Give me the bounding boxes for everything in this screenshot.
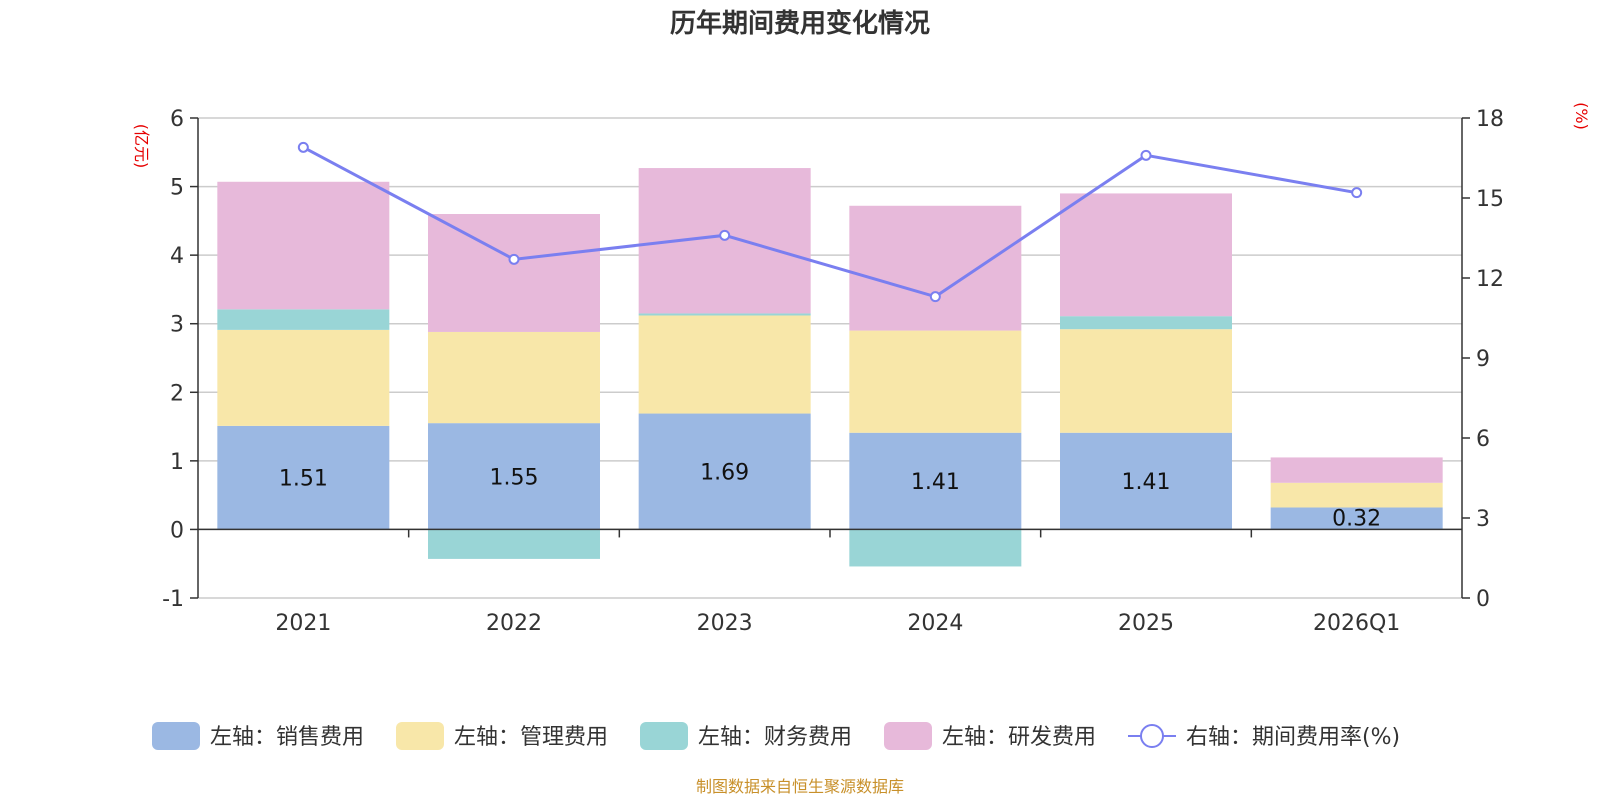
bar-2023-series-1 [638,315,811,414]
bar-2023-series-0 [638,413,811,530]
right-tick-label: 6 [1476,427,1490,452]
bar-2024-series-1 [849,330,1022,433]
right-tick-label: 3 [1476,507,1490,532]
bar-2021-series-0 [217,425,390,530]
left-tick-label: 1 [170,450,184,475]
bar-2021-series-1 [217,329,390,426]
category-label: 2026Q1 [1313,611,1400,636]
rate-point-2023 [719,229,731,241]
bar-2025-series-2 [1060,316,1232,330]
left-tick-label: 5 [170,176,184,201]
bar-2022-series-3 [428,214,600,332]
bar-value-label: 0.32 [1332,506,1381,531]
left-axis-unit: (亿元) [132,124,151,169]
right-tick-label: 9 [1476,347,1490,372]
legend-circle-marker [1140,724,1164,748]
rate-line-path [302,146,1357,299]
category-label: 2023 [697,611,753,636]
bar-2025-series-3 [1060,193,1232,317]
bar-value-label: 1.41 [911,470,960,495]
left-tick-label: 6 [170,107,184,132]
rate-point-2024 [929,291,941,303]
source-footer: 制图数据来自恒生聚源数据库 [696,777,904,796]
chart-title: 历年期间费用变化情况 [670,8,930,39]
bar-2023-series-2 [638,313,811,316]
legend-label-0: 左轴：销售费用 [210,725,364,750]
right-tick-label: 15 [1476,187,1504,212]
bar-2021-series-3 [217,181,390,310]
bar-2024-series-2 [849,529,1022,567]
right-tick-label: 12 [1476,267,1504,292]
rate-point-2026Q1 [1351,187,1363,199]
bar-2022-series-1 [428,331,600,424]
bar-2021-series-2 [217,309,390,330]
category-label: 2025 [1118,611,1174,636]
category-label: 2024 [907,611,963,636]
bar-2026Q1-series-0 [1270,507,1443,530]
legend[interactable]: 左轴：销售费用 左轴：管理费用 左轴：财务费用 左轴：研发费用 右轴：期间费用率(%) [152,722,1400,750]
legend-label-1: 左轴：管理费用 [454,725,608,750]
bar-2026Q1-series-1 [1270,482,1443,508]
bar-2024-series-0 [849,432,1022,530]
rate-point-2022 [508,253,520,265]
legend-swatch-2 [640,722,688,750]
legend-label-3: 左轴：研发费用 [942,725,1096,750]
bar-2025-series-0 [1060,432,1232,530]
rate-point-2025 [1140,149,1152,161]
legend-swatch-0 [152,722,200,750]
bar-2022-series-2 [428,529,600,559]
bars [217,168,1443,567]
legend-label-4: 右轴：期间费用率(%) [1186,725,1400,750]
category-label: 2022 [486,611,542,636]
rate-line [297,141,1363,303]
left-tick-label: 4 [170,244,184,269]
bar-2022-series-0 [428,423,600,530]
rate-point-2021 [297,141,309,153]
bar-value-label: 1.51 [279,467,328,492]
data-labels: 1.51 1.55 1.69 1.41 1.41 0.32 [279,460,1381,531]
left-tick-label: -1 [162,587,184,612]
left-tick-label: 0 [170,518,184,543]
left-tick-label: 3 [170,313,184,338]
legend-swatch-3 [884,722,932,750]
bar-2026Q1-series-3 [1270,457,1443,483]
right-axis-unit: (%) [1572,102,1591,130]
category-label: 2021 [275,611,331,636]
left-tick-label: 2 [170,381,184,406]
bar-2025-series-1 [1060,329,1232,433]
right-tick-label: 18 [1476,107,1504,132]
right-tick-label: 0 [1476,587,1490,612]
legend-label-2: 左轴：财务费用 [698,725,852,750]
bar-2024-series-3 [849,205,1022,331]
legend-swatch-1 [396,722,444,750]
bar-value-label: 1.69 [700,460,749,485]
bar-value-label: 1.41 [1122,470,1171,495]
bar-value-label: 1.55 [490,465,539,490]
